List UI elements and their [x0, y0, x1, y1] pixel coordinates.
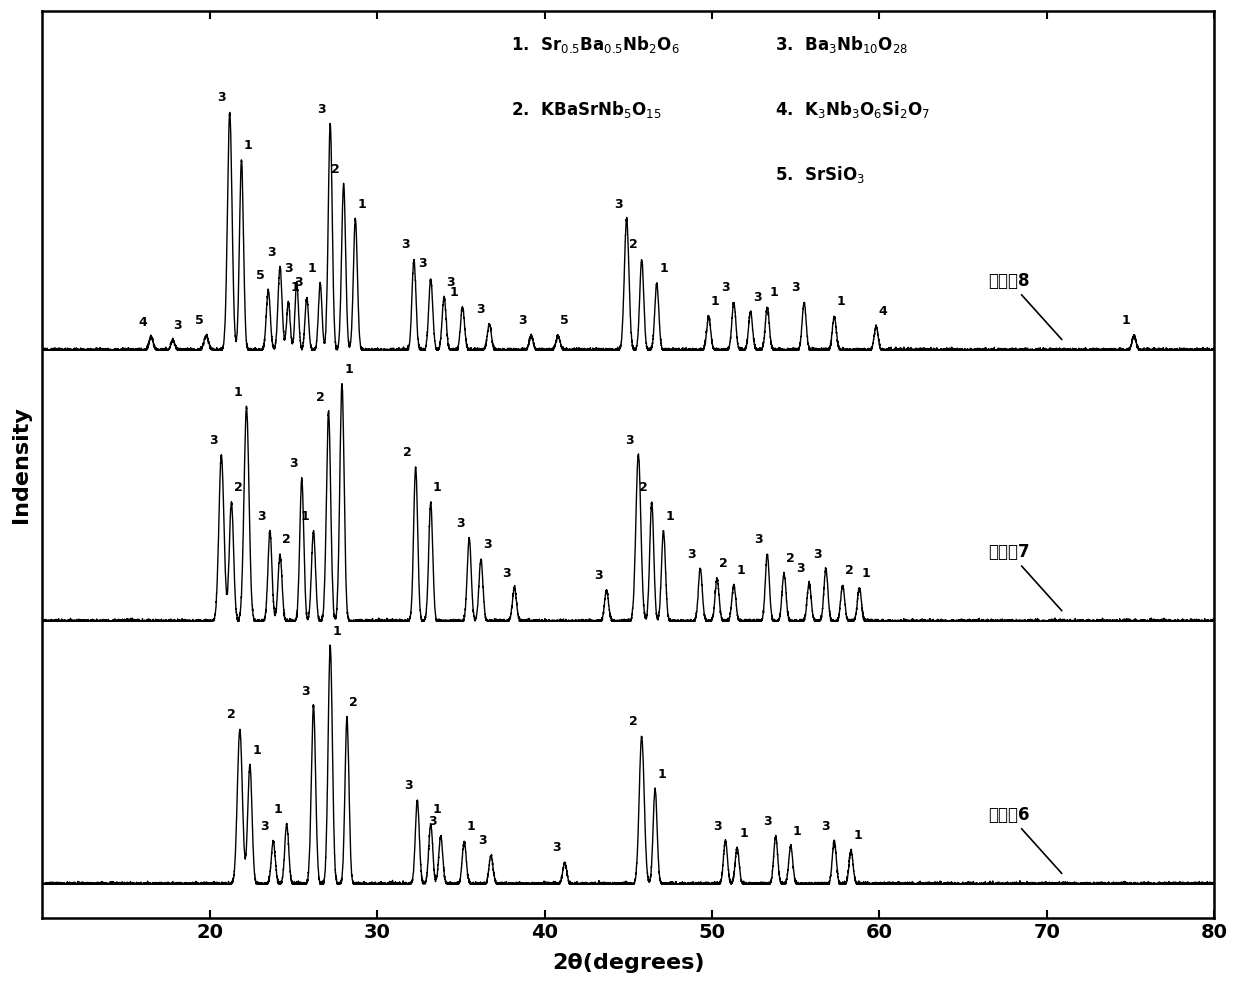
- Text: 3: 3: [626, 434, 634, 447]
- Text: 3: 3: [456, 517, 465, 529]
- Text: 5.  SrSiO$_3$: 5. SrSiO$_3$: [774, 164, 865, 185]
- Text: 2: 2: [234, 481, 243, 494]
- Text: 3: 3: [712, 820, 721, 832]
- Text: 3: 3: [258, 510, 266, 523]
- Text: 1: 1: [861, 567, 871, 580]
- Text: 3: 3: [615, 198, 622, 212]
- Text: 1: 1: [1121, 315, 1130, 328]
- Text: 3: 3: [518, 315, 527, 328]
- Text: 1: 1: [740, 827, 748, 840]
- Text: 3: 3: [217, 92, 225, 104]
- Text: 实施兦7: 实施兦7: [989, 543, 1062, 611]
- Text: 1: 1: [434, 481, 442, 494]
- Text: 1: 1: [854, 830, 862, 842]
- Text: 1.  Sr$_{0.5}$Ba$_{0.5}$Nb$_2$O$_6$: 1. Sr$_{0.5}$Ba$_{0.5}$Nb$_2$O$_6$: [512, 33, 680, 55]
- Text: 1: 1: [301, 510, 310, 523]
- Text: 2.  KBaSrNb$_5$O$_{15}$: 2. KBaSrNb$_5$O$_{15}$: [512, 99, 662, 120]
- Text: 1: 1: [450, 286, 458, 299]
- Text: 3: 3: [427, 815, 436, 829]
- Text: 1: 1: [234, 387, 243, 400]
- Text: 2: 2: [349, 697, 358, 709]
- Text: 1: 1: [253, 744, 261, 757]
- Text: 2: 2: [720, 557, 729, 570]
- Text: 1: 1: [736, 564, 745, 578]
- Text: 2: 2: [787, 552, 795, 566]
- Text: 3: 3: [317, 103, 326, 116]
- Text: 3: 3: [401, 238, 410, 252]
- Text: 3: 3: [593, 569, 602, 582]
- Text: 2: 2: [629, 238, 638, 252]
- Text: 3: 3: [755, 533, 763, 546]
- Text: 3: 3: [418, 258, 426, 271]
- Text: 3: 3: [208, 434, 217, 447]
- Text: 1: 1: [665, 510, 674, 523]
- Text: 3: 3: [763, 815, 772, 829]
- Text: 1: 1: [332, 625, 341, 639]
- Text: 1: 1: [434, 803, 442, 816]
- Text: 1: 1: [358, 198, 367, 212]
- Text: 3: 3: [688, 548, 696, 561]
- Text: 1: 1: [711, 295, 720, 308]
- Text: 5: 5: [560, 315, 569, 328]
- Text: 2: 2: [639, 481, 648, 494]
- Text: 1: 1: [291, 281, 300, 294]
- Text: 3: 3: [478, 834, 487, 847]
- Text: 实施兦6: 实施兦6: [989, 806, 1062, 874]
- Text: 3: 3: [284, 262, 292, 276]
- Text: 1: 1: [769, 286, 778, 299]
- Text: 3: 3: [797, 562, 805, 575]
- Text: 1: 1: [244, 139, 253, 152]
- Text: 5: 5: [255, 270, 264, 282]
- Text: 3: 3: [753, 290, 762, 304]
- Text: 1: 1: [793, 825, 802, 837]
- Text: 1: 1: [467, 820, 476, 832]
- Text: 5: 5: [196, 315, 204, 328]
- Text: 3: 3: [260, 820, 269, 832]
- Text: 2: 2: [316, 391, 325, 404]
- Text: 3.  Ba$_3$Nb$_{10}$O$_{28}$: 3. Ba$_3$Nb$_{10}$O$_{28}$: [774, 33, 908, 55]
- Text: 1: 1: [307, 262, 316, 276]
- Text: 2: 2: [331, 162, 339, 175]
- Text: 3: 3: [483, 538, 492, 551]
- Text: 3: 3: [813, 548, 821, 561]
- Text: 3: 3: [446, 277, 455, 289]
- Text: 1: 1: [836, 295, 845, 308]
- Text: 3: 3: [792, 281, 800, 294]
- Text: 实施兦8: 实施兦8: [989, 272, 1062, 339]
- Text: 2: 2: [282, 533, 291, 546]
- Text: 1: 1: [344, 362, 353, 376]
- Text: 3: 3: [405, 779, 414, 792]
- Text: 4: 4: [139, 316, 147, 329]
- Text: 3: 3: [553, 841, 560, 854]
- X-axis label: 2θ(degrees): 2θ(degrees): [553, 953, 705, 973]
- Text: 3: 3: [268, 246, 276, 259]
- Text: 3: 3: [721, 281, 730, 294]
- Y-axis label: Indensity: Indensity: [11, 406, 31, 523]
- Text: 4.  K$_3$Nb$_3$O$_6$Si$_2$O$_7$: 4. K$_3$Nb$_3$O$_6$Si$_2$O$_7$: [774, 99, 930, 120]
- Text: 3: 3: [821, 820, 830, 832]
- Text: 3: 3: [294, 277, 302, 289]
- Text: 2: 2: [403, 446, 411, 459]
- Text: 3: 3: [173, 319, 182, 333]
- Text: 3: 3: [477, 302, 486, 316]
- Text: 1: 1: [658, 768, 667, 780]
- Text: 2: 2: [227, 708, 235, 721]
- Text: 2: 2: [845, 564, 854, 578]
- Text: 3: 3: [301, 685, 310, 698]
- Text: 3: 3: [289, 458, 297, 470]
- Text: 4: 4: [878, 305, 887, 318]
- Text: 1: 1: [274, 803, 282, 816]
- Text: 2: 2: [629, 715, 638, 728]
- Text: 1: 1: [659, 262, 668, 276]
- Text: 3: 3: [502, 567, 510, 580]
